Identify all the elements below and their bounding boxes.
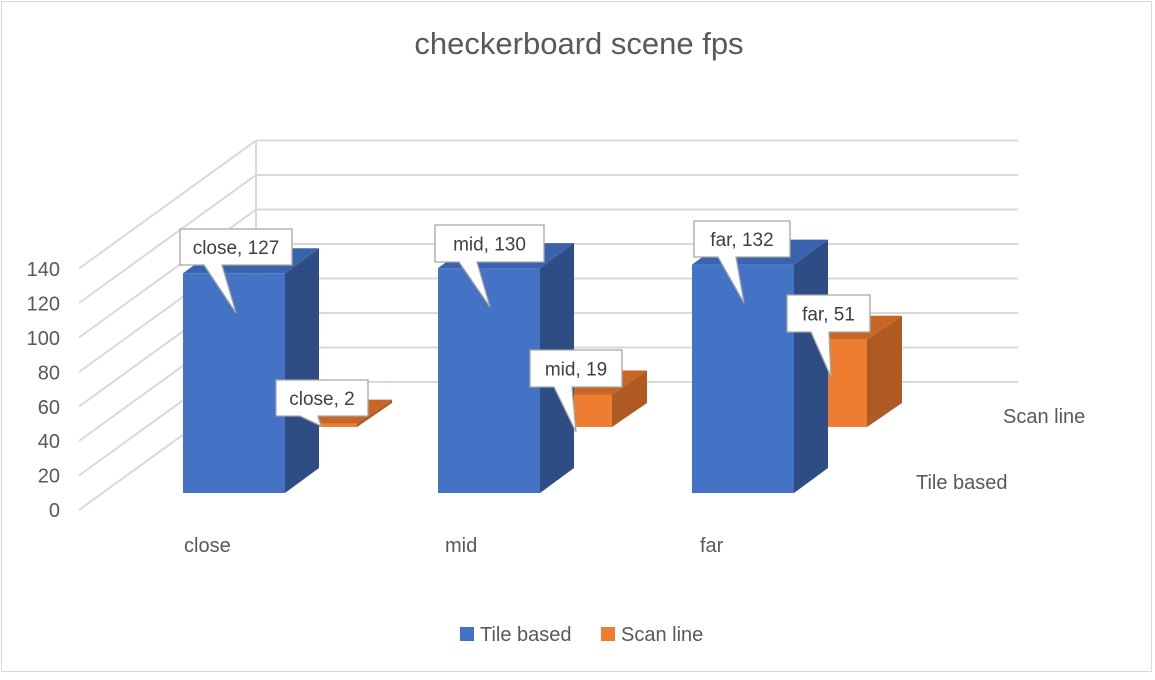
chart-frame bbox=[1, 1, 1152, 672]
chart-root: checkerboard scene fps 0 20 40 60 80 100 120 14… bbox=[0, 0, 1155, 675]
